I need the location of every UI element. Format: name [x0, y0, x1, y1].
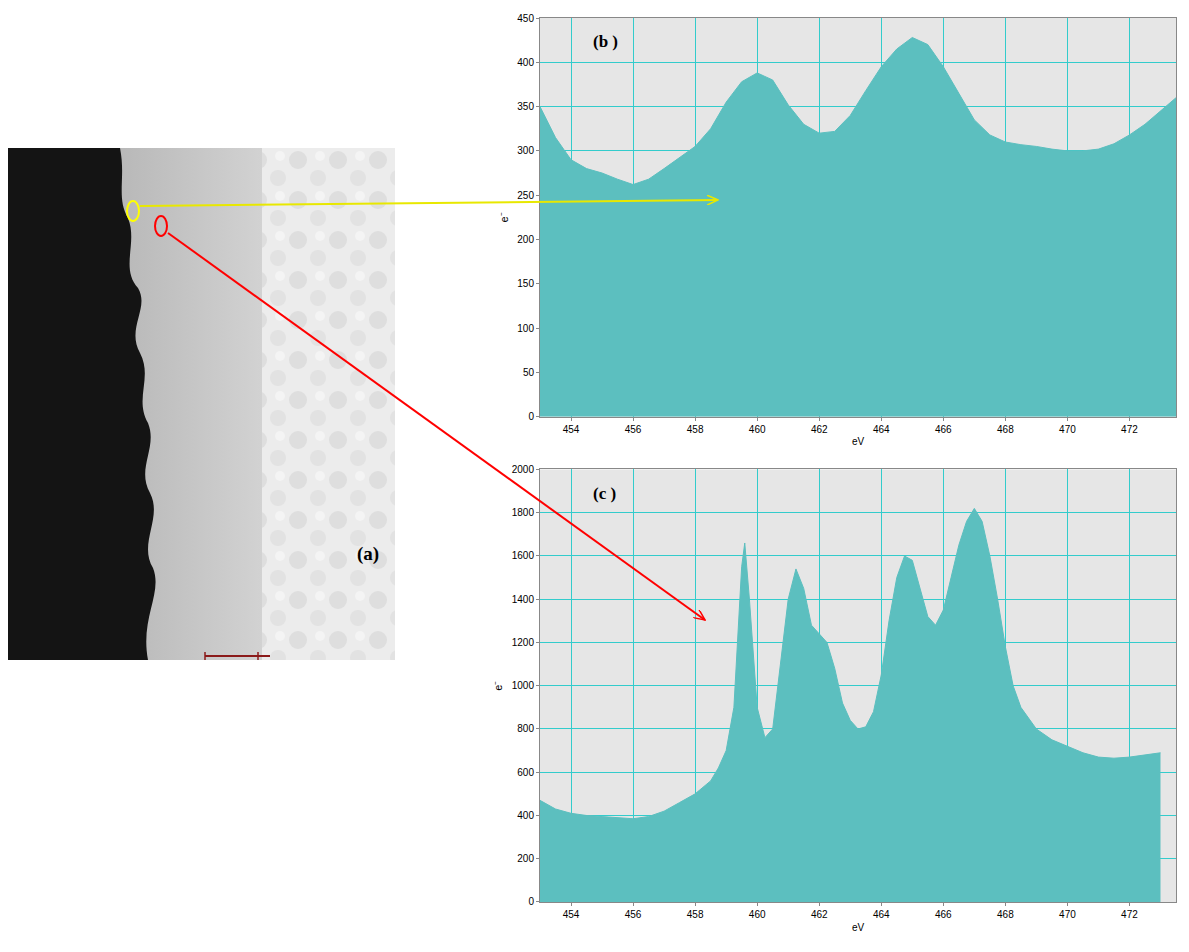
svg-text:466: 466: [935, 909, 952, 920]
svg-text:(c ): (c ): [593, 484, 616, 503]
svg-text:454: 454: [563, 909, 580, 920]
svg-text:250: 250: [517, 190, 534, 201]
svg-text:460: 460: [749, 909, 766, 920]
svg-text:458: 458: [687, 424, 704, 435]
svg-text:e⁻: e⁻: [498, 212, 510, 222]
svg-text:1400: 1400: [512, 594, 535, 605]
svg-text:(a): (a): [357, 543, 379, 565]
svg-text:(b ): (b ): [593, 32, 618, 51]
svg-text:eV: eV: [852, 922, 865, 933]
svg-text:470: 470: [1059, 909, 1076, 920]
svg-text:350: 350: [517, 101, 534, 112]
svg-text:300: 300: [517, 145, 534, 156]
svg-text:458: 458: [687, 909, 704, 920]
svg-text:150: 150: [517, 278, 534, 289]
svg-text:462: 462: [811, 424, 828, 435]
svg-text:2000: 2000: [512, 464, 535, 475]
svg-text:1600: 1600: [512, 550, 535, 561]
svg-text:200: 200: [517, 853, 534, 864]
svg-text:460: 460: [749, 424, 766, 435]
svg-text:466: 466: [935, 424, 952, 435]
svg-text:456: 456: [625, 424, 642, 435]
svg-text:e⁻: e⁻: [492, 681, 504, 691]
svg-text:472: 472: [1121, 909, 1138, 920]
svg-text:200: 200: [517, 234, 534, 245]
svg-text:1800: 1800: [512, 507, 535, 518]
svg-text:462: 462: [811, 909, 828, 920]
svg-text:468: 468: [997, 424, 1014, 435]
svg-text:464: 464: [873, 909, 890, 920]
svg-text:456: 456: [625, 909, 642, 920]
svg-text:1200: 1200: [512, 637, 535, 648]
svg-text:600: 600: [517, 767, 534, 778]
svg-text:eV: eV: [852, 436, 865, 447]
svg-text:400: 400: [517, 57, 534, 68]
svg-text:468: 468: [997, 909, 1014, 920]
svg-text:464: 464: [873, 424, 890, 435]
svg-text:400: 400: [517, 810, 534, 821]
svg-text:1000: 1000: [512, 680, 535, 691]
svg-text:454: 454: [563, 424, 580, 435]
svg-text:100: 100: [517, 323, 534, 334]
svg-text:0: 0: [528, 896, 534, 907]
svg-text:50: 50: [523, 367, 535, 378]
svg-text:800: 800: [517, 723, 534, 734]
svg-text:0: 0: [528, 411, 534, 422]
svg-text:470: 470: [1059, 424, 1076, 435]
svg-text:472: 472: [1121, 424, 1138, 435]
svg-text:450: 450: [517, 13, 534, 24]
